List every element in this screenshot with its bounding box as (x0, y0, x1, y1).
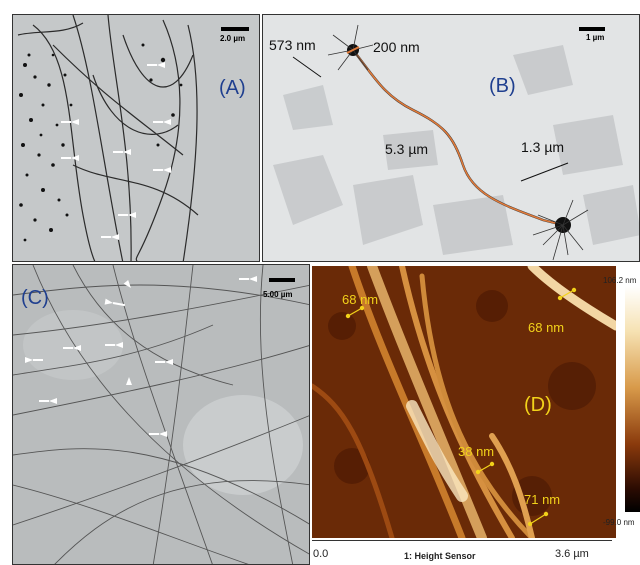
panel-a-letter: (A) (219, 77, 246, 99)
panel-b-label-200: 200 nm (373, 39, 420, 55)
panel-d-image (312, 266, 616, 538)
panel-a-scale-label: 2.0 µm (220, 34, 246, 43)
panel-d-letter: (D) (524, 394, 552, 416)
panel-b: 1 µm 573 nm 200 nm 5.3 µm 1.3 µm (B) (262, 14, 640, 262)
panel-c-image (13, 265, 309, 564)
panel-b-label-1-3: 1.3 µm (521, 139, 565, 155)
panel-b-label-573: 573 nm (269, 37, 316, 53)
panel-c: 5.00 µm (C) (12, 264, 310, 565)
afm-axis-end: 3.6 µm (555, 548, 589, 560)
colorbar-max-label: 106.2 nm (603, 276, 637, 285)
colorbar (625, 286, 640, 512)
panel-c-scale-label: 5.00 µm (263, 290, 293, 299)
panel-b-scalebar (579, 27, 605, 31)
panel-d-label-38: 38 nm (458, 444, 495, 459)
panel-c-scalebar (269, 278, 295, 282)
panel-a-scalebar (221, 27, 249, 31)
panel-c-letter: (C) (21, 287, 49, 309)
panel-d: 68 nm 68 nm 38 nm 71 nm (D) (312, 266, 616, 538)
colorbar-min-label: -99.0 nm (603, 518, 635, 527)
panel-b-scale-label: 1 µm (586, 33, 605, 42)
afm-axis-title: 1: Height Sensor (404, 551, 476, 561)
panel-b-label-5-3: 5.3 µm (385, 141, 429, 157)
panel-d-label-71: 71 nm (524, 492, 561, 507)
panel-a-image (13, 15, 259, 261)
afm-axis-line (312, 540, 612, 541)
panel-b-image (263, 15, 639, 261)
panel-d-label-68-b: 68 nm (528, 320, 565, 335)
afm-axis-start: 0.0 (313, 548, 329, 560)
panel-b-letter: (B) (489, 75, 516, 97)
panel-a: 2.0 µm (A) (12, 14, 260, 262)
panel-d-label-68-a: 68 nm (342, 292, 379, 307)
